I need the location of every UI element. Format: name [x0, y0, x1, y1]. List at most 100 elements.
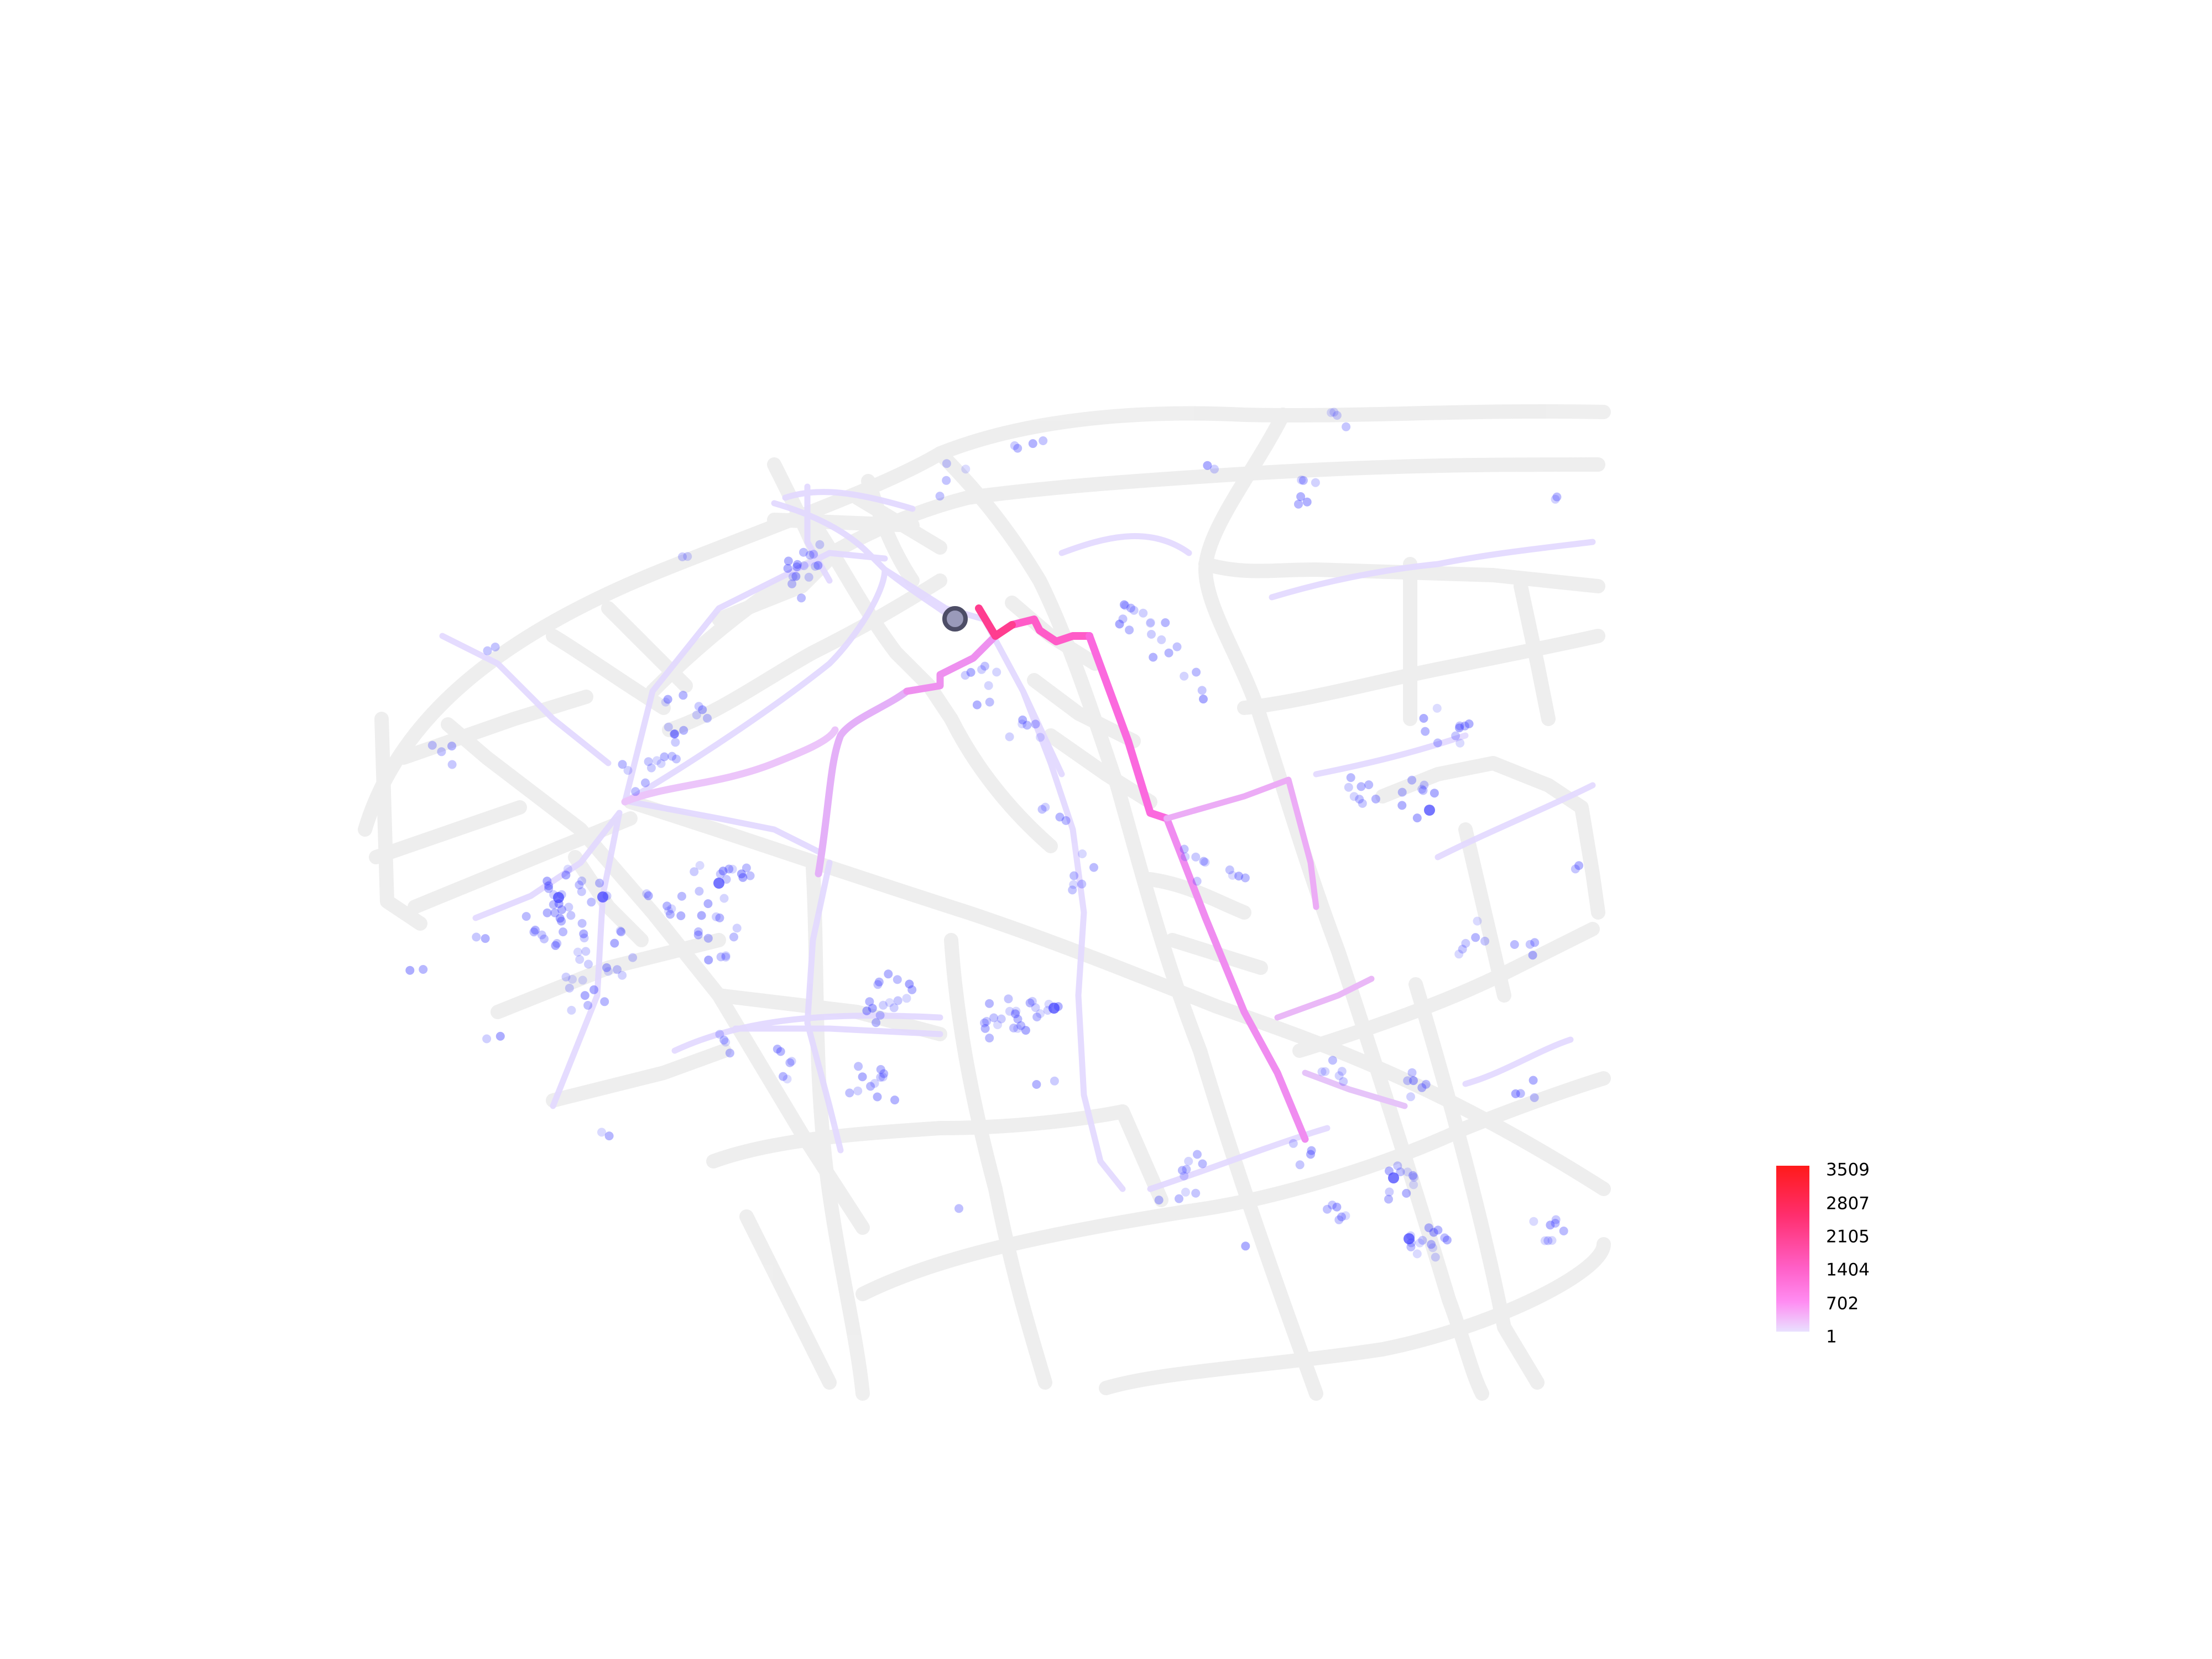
poi-dot-icon — [1061, 816, 1071, 825]
poi-dot-icon — [1540, 1236, 1550, 1245]
poi-dot-icon — [693, 930, 703, 940]
poi-dot-icon — [966, 667, 975, 677]
poi-dot-icon — [725, 1048, 734, 1058]
poi-dot-icon — [1016, 1021, 1026, 1030]
poi-dot-icon — [602, 963, 611, 972]
poi-dot-icon — [890, 1095, 899, 1105]
poi-dot-icon — [1055, 812, 1065, 822]
poi-dot-icon — [1031, 719, 1040, 729]
poi-dot-icon — [1385, 1187, 1394, 1197]
poi-dot-icon — [652, 756, 661, 765]
poi-dot-icon — [1393, 1161, 1402, 1171]
poi-dot-icon — [1402, 1188, 1411, 1198]
poi-dot-icon — [697, 911, 706, 920]
poi-dot-icon — [1403, 1167, 1412, 1177]
poi-dot-icon — [1317, 1067, 1327, 1077]
poi-dot-icon — [1021, 1026, 1030, 1035]
poi-dot-icon — [1036, 733, 1045, 742]
poi-dot-icon — [1551, 494, 1560, 504]
poi-dot-icon — [1433, 738, 1442, 748]
poi-dot-icon — [1157, 635, 1166, 644]
poi-dot-icon — [1069, 880, 1078, 889]
poi-dot-icon — [1004, 994, 1013, 1004]
poi-dot-icon — [1418, 786, 1428, 795]
poi-dot-icon — [1005, 1006, 1014, 1016]
poi-dot-icon — [1424, 1223, 1433, 1233]
poi-dot-icon — [1013, 444, 1022, 453]
poi-dot-icon — [715, 913, 724, 922]
poi-dot-icon — [785, 1058, 795, 1067]
poi-dot-icon — [1180, 844, 1189, 854]
poi-dot-icon — [942, 459, 951, 468]
poi-dot-icon — [567, 1005, 576, 1015]
poi-dot-icon — [799, 561, 808, 570]
poi-dot-icon — [1203, 461, 1212, 470]
poi-dot-icon — [1430, 789, 1439, 798]
poi-dot-icon — [715, 1030, 724, 1039]
poi-dot-icon — [1198, 1159, 1207, 1168]
poi-dot-icon — [1552, 492, 1562, 502]
poi-dot-icon — [1571, 864, 1580, 874]
poi-dot-icon — [1129, 606, 1139, 615]
poi-dot-icon — [644, 757, 653, 766]
poi-dot-icon — [1397, 787, 1407, 797]
poi-dot-icon — [1339, 1077, 1348, 1086]
poi-dot-icon — [811, 562, 820, 571]
poi-dot-icon — [1149, 653, 1158, 662]
poi-dot-icon — [1460, 721, 1469, 731]
poi-dot-icon — [992, 667, 1001, 677]
poi-dot-icon — [716, 869, 725, 879]
poi-dot-icon — [712, 912, 721, 921]
poi-dot-icon — [873, 980, 883, 989]
poi-dot-icon — [961, 671, 970, 680]
poi-dot-icon — [879, 1000, 888, 1010]
poi-dot-icon — [1146, 619, 1155, 628]
poi-dot-icon — [568, 974, 577, 984]
poi-dot-icon — [1121, 601, 1130, 611]
poi-dot-icon — [1323, 1204, 1332, 1214]
poi-dot-icon — [1327, 408, 1336, 418]
poi-dot-icon — [589, 985, 598, 994]
poi-dot-icon — [597, 891, 608, 902]
poi-dot-icon — [713, 878, 724, 889]
poi-dot-icon — [595, 878, 604, 888]
poi-dot-icon — [671, 738, 680, 747]
poi-dot-icon — [716, 952, 726, 962]
poi-dot-icon — [1181, 852, 1190, 862]
poi-dot-icon — [544, 884, 554, 893]
poi-dot-icon — [1404, 1233, 1415, 1244]
poi-dot-icon — [1337, 1212, 1346, 1222]
poi-dot-icon — [1177, 1166, 1187, 1175]
poi-dot-icon — [862, 1006, 872, 1015]
poi-dot-icon — [722, 875, 731, 884]
poi-dot-icon — [577, 919, 587, 928]
poi-dot-icon — [1011, 1006, 1021, 1016]
poi-dot-icon — [667, 752, 677, 761]
poi-dot-icon — [1510, 940, 1519, 949]
poi-dot-icon — [742, 863, 751, 873]
poi-dot-icon — [573, 947, 582, 957]
poi-dot-icon — [692, 710, 701, 719]
poi-dot-icon — [544, 881, 554, 890]
poi-dot-icon — [1009, 1024, 1018, 1032]
poi-dot-icon — [666, 910, 675, 919]
poi-dot-icon — [972, 700, 982, 709]
poi-dot-icon — [1471, 933, 1480, 942]
poi-dot-icon — [1011, 1009, 1020, 1019]
poi-dot-icon — [1180, 671, 1189, 681]
poi-dot-icon — [1530, 938, 1540, 947]
poi-dot-icon — [1455, 721, 1464, 731]
poi-dot-icon — [858, 1072, 867, 1082]
poi-dot-icon — [997, 1014, 1006, 1024]
poi-dot-icon — [1543, 1236, 1553, 1245]
poi-dot-icon — [663, 695, 672, 704]
poi-dot-icon — [575, 880, 584, 890]
poi-dot-icon — [879, 1069, 889, 1078]
poi-dot-icon — [1225, 865, 1234, 874]
poi-dot-icon — [1328, 1201, 1337, 1210]
poi-dot-icon — [664, 906, 674, 916]
poi-dot-icon — [694, 702, 703, 711]
poi-dot-icon — [405, 966, 415, 975]
poi-dot-icon — [1210, 465, 1219, 474]
